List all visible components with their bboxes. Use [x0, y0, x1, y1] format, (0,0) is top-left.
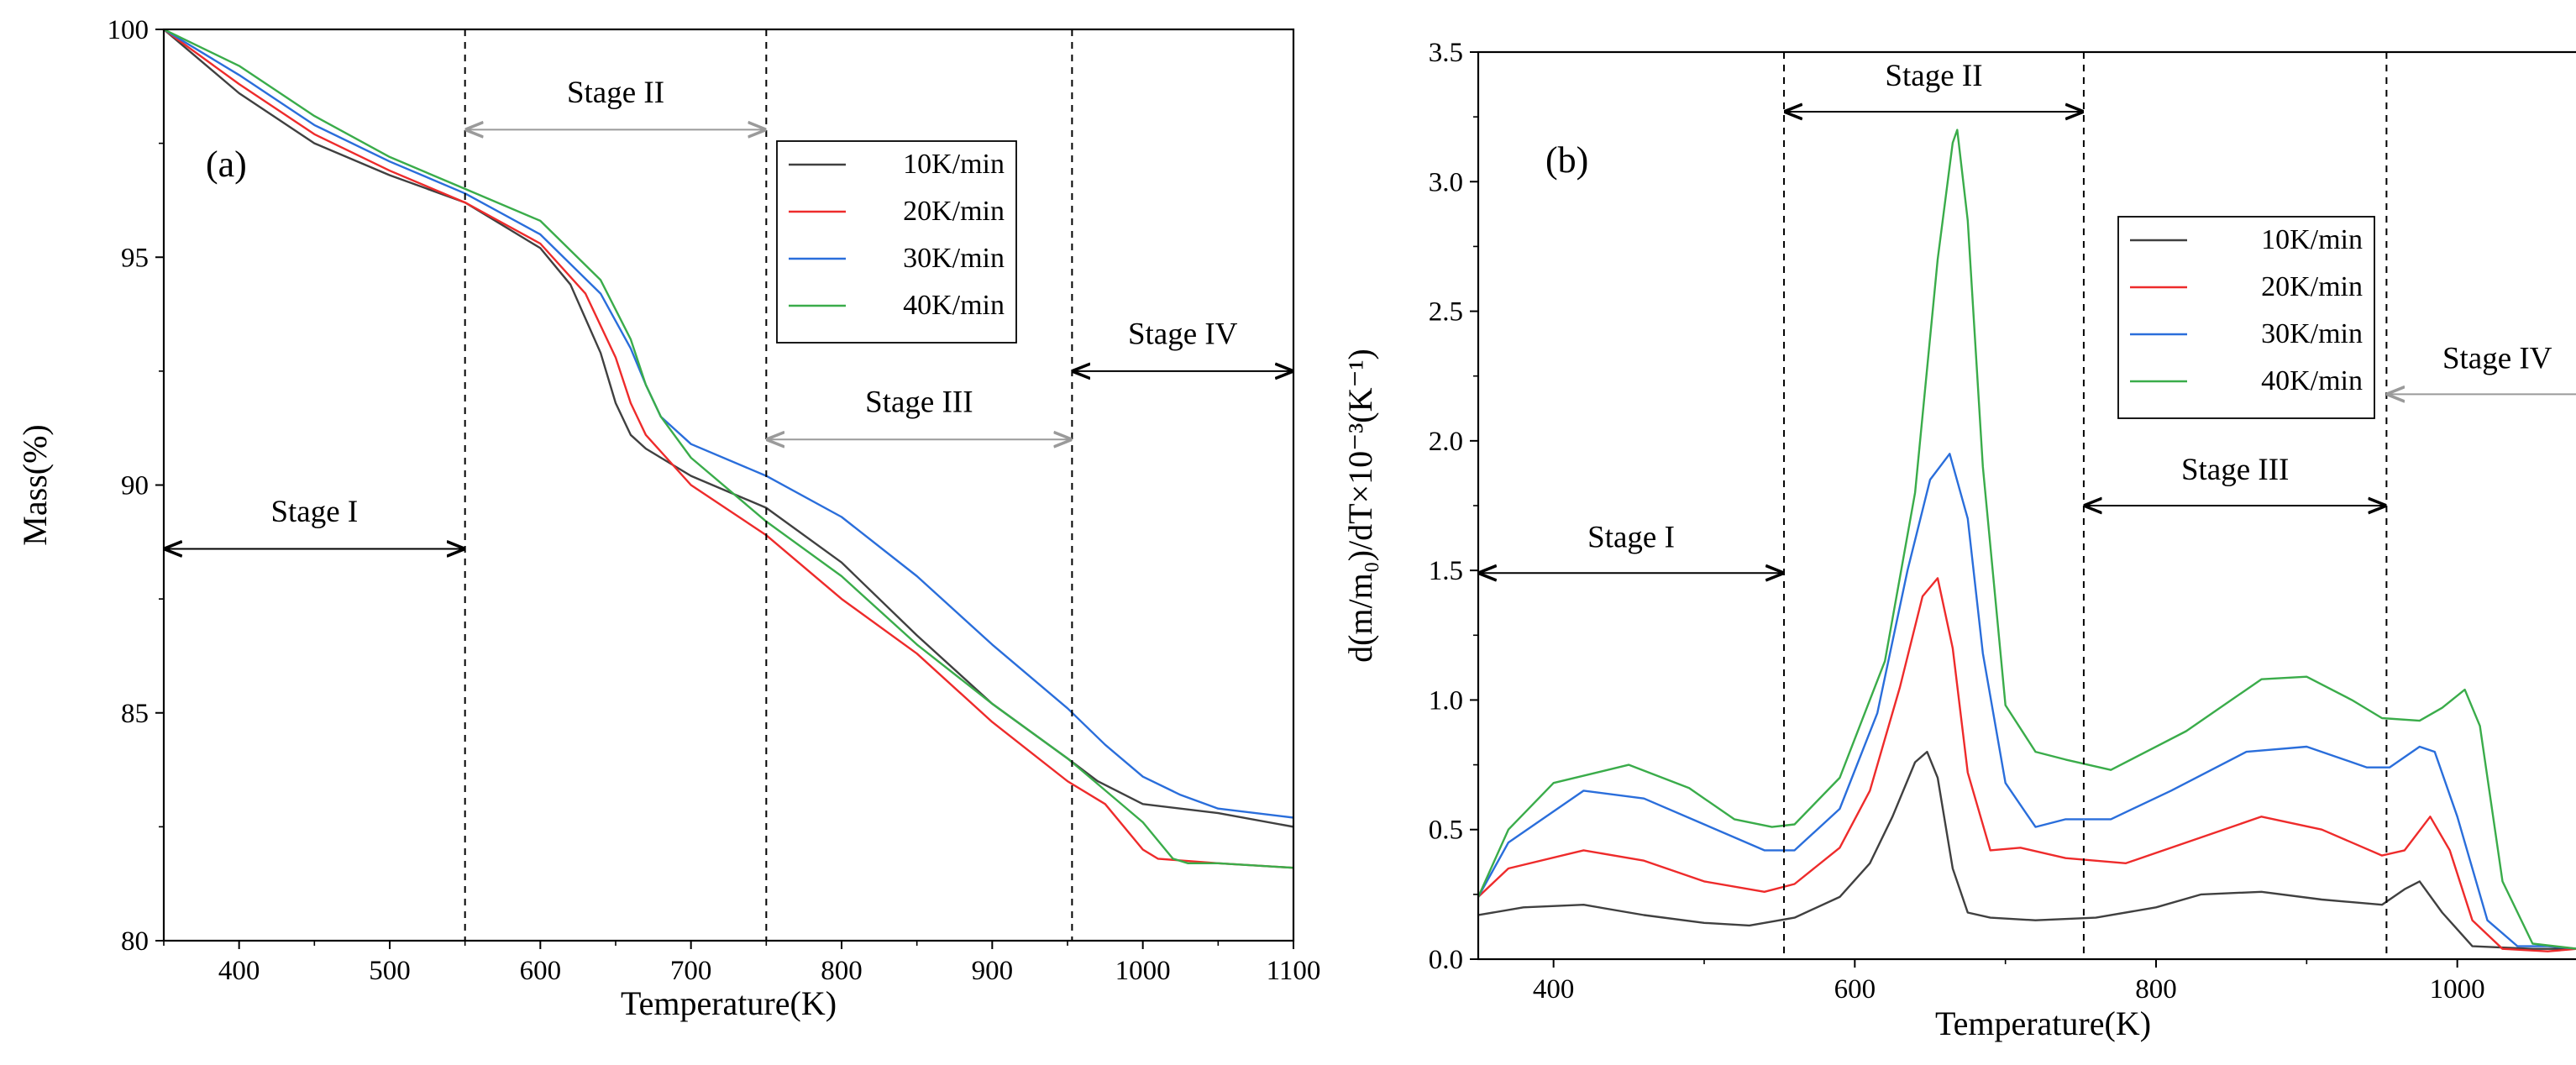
legend-entry: 40K/min	[903, 290, 1005, 321]
y-tick-label: 0.5	[1429, 816, 1463, 846]
legend-box	[2117, 216, 2375, 419]
x-tick-label: 1100	[1267, 956, 1321, 986]
stage-label: Stage I	[1587, 520, 1675, 554]
x-tick-label: 800	[821, 956, 863, 986]
legend-entry: 30K/min	[2261, 318, 2363, 349]
series-line-10k-per-min	[1478, 750, 2576, 950]
plot-frame	[1477, 50, 2576, 961]
legend-entry: 10K/min	[2261, 224, 2363, 255]
chart-panel-a: Stage I Stage II Stage III Stage IV 400 500 60…	[16, 15, 1320, 1022]
x-tick-label: 400	[218, 956, 260, 986]
x-axis-label: Temperature(K)	[1935, 1005, 2151, 1042]
x-tick-label: 600	[1834, 974, 1876, 1005]
y-tick-label: 1.0	[1429, 685, 1463, 716]
y-tick-label: 2.5	[1429, 297, 1463, 328]
y-tick-label: 3.5	[1429, 38, 1463, 68]
series-lines	[1478, 129, 2576, 952]
stage-label: Stage IV	[1128, 317, 1238, 351]
series-lines	[164, 29, 1293, 869]
legend-box	[776, 140, 1017, 344]
y-tick-label: 100	[108, 15, 150, 45]
x-tick-label: 1000	[1115, 956, 1171, 986]
y-tick-label: 1.5	[1429, 556, 1463, 586]
series-line-20k-per-min	[1478, 577, 2576, 952]
x-tick-label: 900	[972, 956, 1014, 986]
series-line-40k-per-min	[164, 29, 1293, 869]
series-line-10k-per-min	[164, 29, 1293, 828]
y-axis-label: d(m/m₀)/dT×10⁻³(K⁻¹)	[1341, 349, 1379, 663]
legend-entry: 20K/min	[2261, 271, 2363, 302]
panel-label: (b)	[1545, 139, 1588, 181]
x-tick-label: 400	[1533, 974, 1575, 1005]
y-axis-label: Mass(%)	[16, 424, 54, 545]
stage-label: Stage III	[2181, 453, 2289, 487]
x-axis-label: Temperature(K)	[621, 984, 837, 1022]
y-tick-label: 3.0	[1429, 167, 1463, 197]
x-tick-label: 600	[520, 956, 562, 986]
chart-panel-b: Stage I Stage II Stage III Stage IV 400 600 80…	[1341, 38, 2576, 1042]
series-line-40k-per-min	[1478, 129, 2576, 950]
plot-frame	[162, 28, 1295, 942]
y-tick-label: 85	[121, 699, 149, 729]
y-tick-label: 90	[121, 471, 149, 501]
x-tick-label: 700	[670, 956, 712, 986]
legend-entry: 20K/min	[903, 196, 1005, 227]
y-tick-label: 0.0	[1429, 945, 1463, 975]
stage-label: Stage I	[270, 495, 358, 529]
y-tick-label: 95	[121, 243, 149, 273]
panel-label: (a)	[206, 144, 247, 185]
x-tick-label: 1000	[2430, 974, 2485, 1005]
stage-label: Stage II	[1885, 59, 1982, 93]
y-tick-label: 2.0	[1429, 427, 1463, 457]
series-line-20k-per-min	[164, 29, 1293, 869]
legend-entry: 40K/min	[2261, 365, 2363, 396]
y-tick-label: 80	[121, 926, 149, 957]
legend-entry: 10K/min	[903, 149, 1005, 180]
stage-label: Stage II	[567, 76, 664, 110]
x-tick-label: 500	[369, 956, 411, 986]
series-line-30k-per-min	[164, 29, 1293, 819]
x-tick-label: 800	[2135, 974, 2177, 1005]
stage-label: Stage IV	[2442, 341, 2552, 375]
legend-entry: 30K/min	[903, 243, 1005, 274]
stage-label: Stage III	[865, 386, 973, 420]
series-line-30k-per-min	[1478, 453, 2576, 950]
